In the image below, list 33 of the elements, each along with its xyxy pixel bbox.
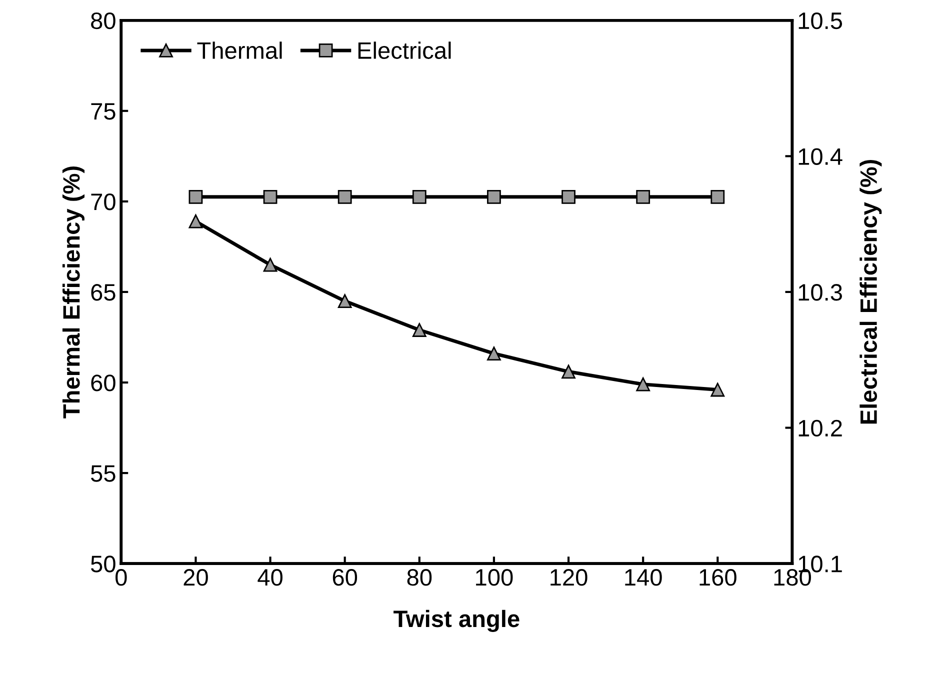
point — [562, 364, 576, 379]
x-tick-label: 100 — [476, 569, 513, 586]
x-axis-title: Twist angle — [394, 610, 520, 632]
y-tick-label: 65 — [91, 284, 116, 301]
point — [412, 323, 426, 337]
x-tick-label: 120 — [550, 569, 588, 586]
y2-tick-label: 10.2 — [798, 420, 842, 437]
point — [487, 346, 501, 360]
x-tick-label: 80 — [407, 569, 432, 586]
y2-tick-label: 10.3 — [798, 284, 842, 301]
x-tick-label: 60 — [332, 569, 358, 586]
y-tick-label: 55 — [90, 465, 116, 482]
y-tick-label: 80 — [91, 12, 116, 30]
point — [263, 258, 278, 272]
legend-label: Electrical — [358, 42, 451, 59]
point — [338, 294, 352, 308]
y-tick-label: 70 — [91, 194, 116, 210]
x-tick-label: 20 — [184, 569, 208, 586]
point — [188, 214, 203, 228]
y-tick-label: 60 — [91, 374, 116, 392]
y2-axis-title: Electrical Efficiency (%) — [860, 160, 882, 424]
y-tick-label: 75 — [91, 103, 116, 120]
x-tick-label: 0 — [116, 569, 127, 586]
x-tick-label: 140 — [625, 569, 662, 586]
y-axis-title: Thermal Efficiency (%) — [62, 166, 84, 418]
y2-tick-label: 10.4 — [798, 148, 842, 165]
legend-label: Thermal — [197, 42, 282, 59]
point — [636, 377, 650, 392]
y-tick-label: 50 — [90, 556, 116, 572]
x-tick-label: 160 — [700, 569, 736, 586]
point — [710, 382, 725, 397]
y2-tick-label: 10.5 — [798, 12, 842, 30]
x-tick-label: 40 — [258, 569, 282, 586]
